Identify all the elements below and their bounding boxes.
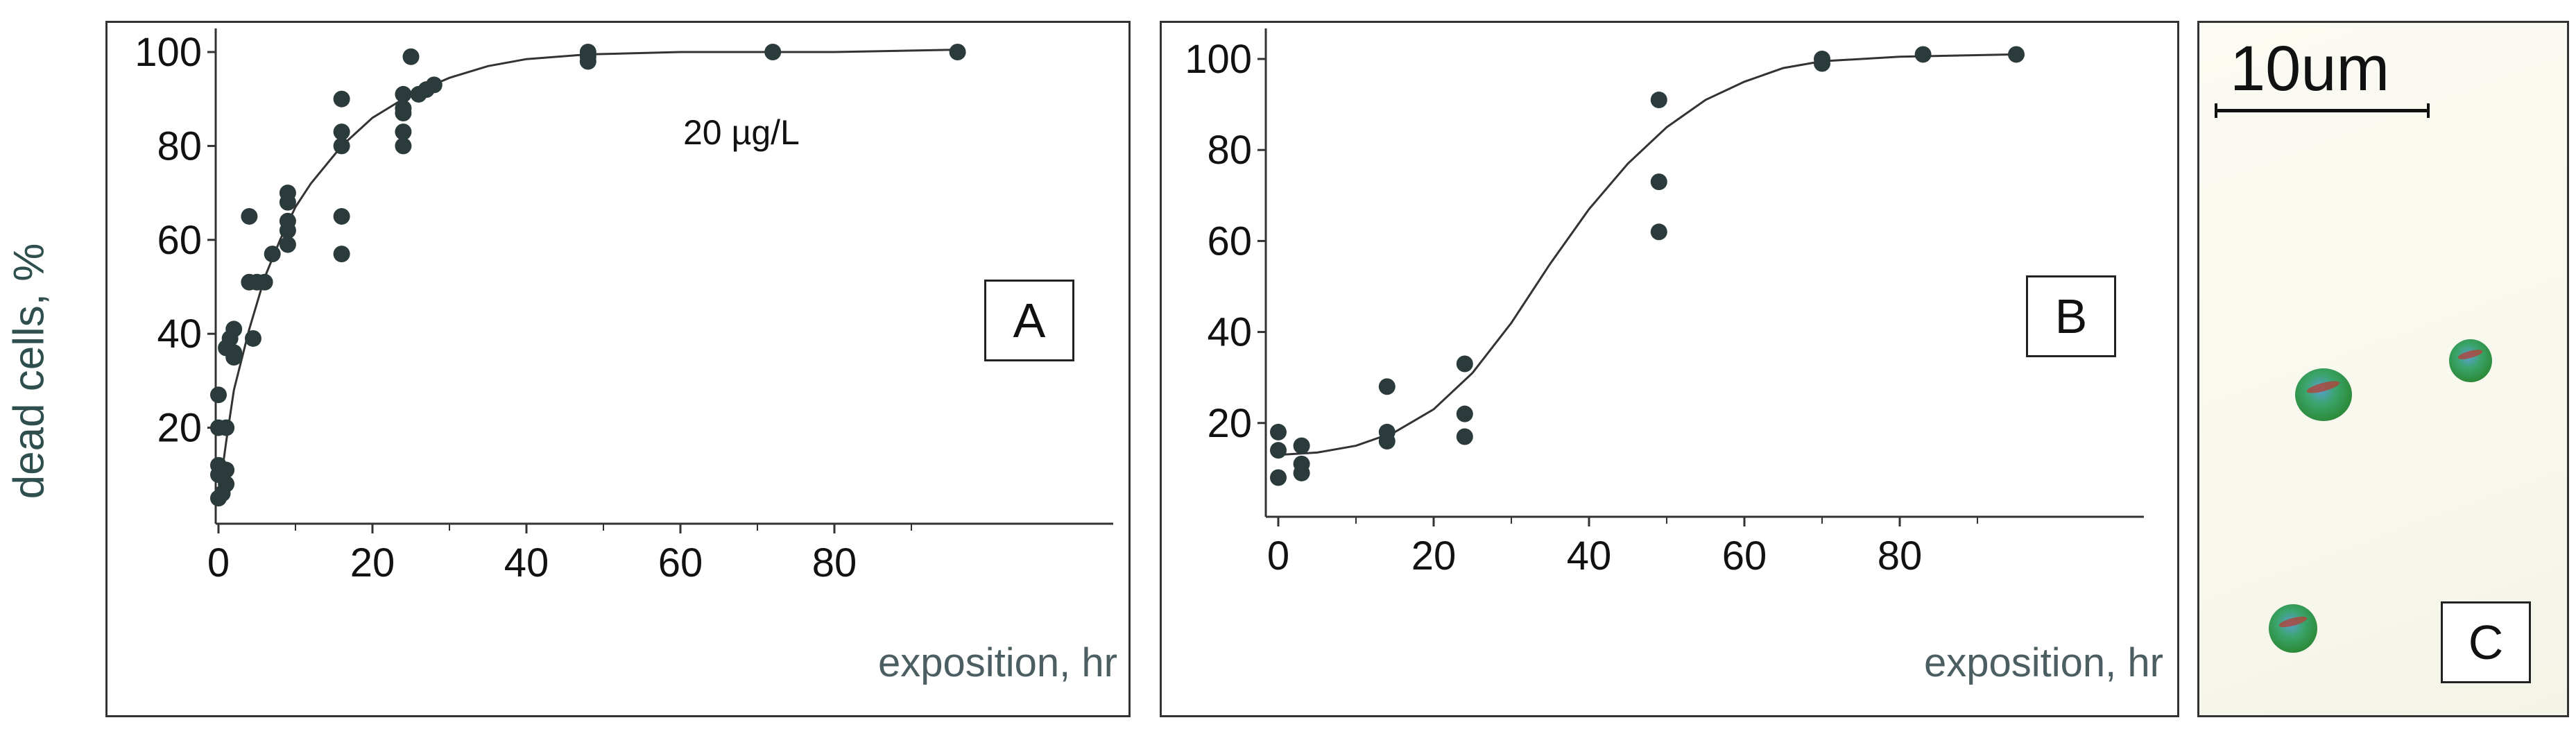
y-tick-label: 40: [157, 311, 202, 357]
y-tick-label: 80: [1207, 128, 1252, 173]
cell-1: [2295, 368, 2352, 421]
data-point: [256, 273, 273, 291]
x-tick-label: 0: [1267, 533, 1289, 579]
cell-3: [2269, 604, 2317, 653]
data-point: [579, 44, 596, 60]
data-point: [225, 320, 243, 338]
data-point: [1650, 173, 1667, 191]
data-point: [218, 419, 235, 436]
fit-curve: [217, 49, 958, 499]
x-axis-label: exposition, hr: [878, 640, 1117, 685]
data-point: [1293, 455, 1310, 472]
panel-label-c: C: [2441, 601, 2531, 683]
panel-label-b: B: [2026, 275, 2116, 357]
data-point: [241, 207, 258, 225]
data-point: [279, 185, 296, 202]
data-point: [1914, 46, 1932, 63]
x-tick-label: 80: [1878, 533, 1923, 579]
data-point: [2008, 46, 2025, 63]
x-tick-label: 0: [207, 540, 230, 585]
x-tick-label: 20: [1411, 533, 1457, 579]
data-point: [333, 123, 350, 141]
scale-bar-label: 10um: [2230, 33, 2390, 104]
data-point: [425, 76, 443, 94]
data-point: [1456, 355, 1473, 372]
y-tick-label: 60: [157, 218, 202, 263]
x-tick-label: 20: [350, 540, 395, 585]
data-point: [1270, 442, 1287, 459]
data-point: [395, 137, 412, 155]
y-tick-label: 60: [1207, 219, 1252, 264]
data-point: [395, 85, 412, 103]
data-point: [333, 246, 350, 263]
micrograph-image: [2199, 23, 2567, 715]
data-point: [395, 123, 412, 141]
y-tick-label: 100: [1185, 37, 1252, 82]
data-point: [279, 236, 296, 253]
data-point: [1378, 378, 1396, 395]
data-point: [1270, 469, 1287, 486]
data-point: [218, 461, 235, 479]
chart-b-svg: 0 20 40 60 80 20 40 60 80 100 exposition, hr: [1185, 28, 2163, 685]
scale-bar: [2215, 103, 2430, 118]
fit-curve: [1278, 53, 2017, 456]
x-tick-label: 60: [1722, 533, 1767, 579]
data-point: [244, 329, 261, 347]
chart-panel-b: 0 20 40 60 80 20 40 60 80 100 exposition, hr B: [1160, 21, 2179, 717]
x-axis-label: exposition, hr: [1924, 640, 2163, 685]
data-point: [1270, 423, 1287, 440]
data-point: [333, 137, 350, 155]
x-tick-label: 60: [658, 540, 703, 585]
data-point: [218, 475, 235, 493]
concentration-annotation: 20 µg/L: [683, 113, 800, 152]
cell-2: [2449, 339, 2492, 382]
chart-a-svg: 0 20 40 60 80 20 40 60 80 100 exposition, hr 20 µg/…: [135, 28, 1117, 685]
x-tick-label: 80: [812, 540, 857, 585]
y-tick-label: 20: [1207, 401, 1252, 446]
data-point: [264, 246, 281, 263]
y-tick-label: 20: [157, 406, 202, 451]
data-point: [402, 48, 420, 65]
y-axis-label: dead cells, %: [5, 243, 53, 499]
data-point: [1650, 223, 1667, 241]
panel-label-a: A: [984, 280, 1074, 361]
x-tick-label: 40: [1567, 533, 1612, 579]
data-point: [1650, 92, 1667, 109]
data-point: [1378, 423, 1396, 440]
data-point: [333, 90, 350, 108]
data-point: [1293, 437, 1310, 454]
y-tick-label: 80: [157, 123, 202, 169]
data-point: [279, 212, 296, 230]
data-point: [225, 344, 243, 361]
data-point: [1456, 405, 1473, 422]
micrograph-panel-c: 10um C: [2197, 21, 2569, 717]
data-point: [395, 100, 412, 117]
y-tick-label: 40: [1207, 310, 1252, 355]
data-point: [1456, 428, 1473, 445]
chart-panel-a: 0 20 40 60 80 20 40 60 80 100 exposition, hr 20 µg/…: [105, 21, 1131, 717]
data-point: [949, 44, 966, 60]
data-point: [333, 207, 350, 225]
data-point: [764, 44, 782, 60]
y-tick-label: 100: [135, 30, 202, 75]
x-tick-label: 40: [504, 540, 549, 585]
data-point: [1814, 51, 1830, 67]
data-point: [210, 386, 227, 404]
